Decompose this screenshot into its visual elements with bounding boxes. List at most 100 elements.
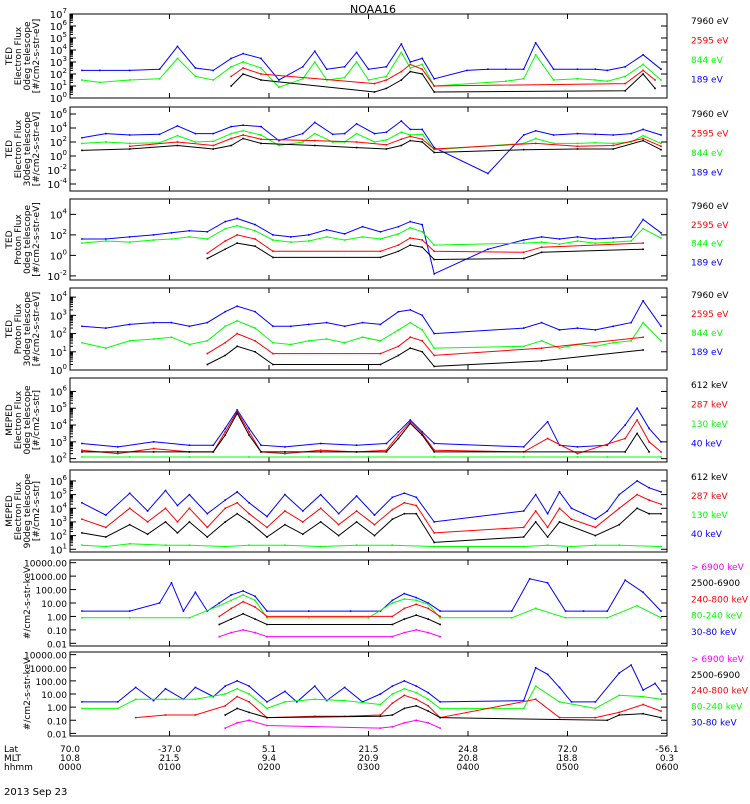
data-point <box>403 722 406 724</box>
data-point <box>188 456 191 458</box>
data-point <box>427 603 429 606</box>
data-point <box>391 635 394 638</box>
data-point <box>236 707 238 710</box>
data-point <box>660 134 662 136</box>
data-point <box>439 727 441 729</box>
data-point <box>522 699 525 702</box>
data-point <box>206 363 209 366</box>
data-point <box>164 698 167 701</box>
data-point <box>397 434 400 436</box>
data-point <box>278 79 280 81</box>
data-point <box>254 310 256 313</box>
data-point <box>624 451 627 453</box>
legend-label: 844 eV <box>691 240 724 250</box>
data-point <box>439 701 441 703</box>
data-point <box>105 327 107 329</box>
data-point <box>522 257 525 260</box>
data-point <box>272 325 274 328</box>
data-point <box>466 69 468 72</box>
y-axis-title: #/cm2-s-str-keV <box>23 566 33 639</box>
data-point <box>522 510 525 512</box>
data-point <box>128 492 131 495</box>
data-point <box>379 340 382 342</box>
legend-label: 2595 eV <box>691 130 729 140</box>
data-point <box>188 507 191 510</box>
data-point <box>552 134 555 136</box>
data-point <box>409 135 412 138</box>
data-point <box>397 354 400 357</box>
data-point <box>379 256 382 259</box>
data-point <box>403 707 406 710</box>
data-point <box>409 139 412 142</box>
data-point <box>164 489 167 492</box>
data-point <box>618 523 621 526</box>
data-point <box>576 148 579 150</box>
data-point <box>594 707 597 710</box>
data-point <box>224 727 227 729</box>
series-line-1 <box>81 480 662 523</box>
data-point <box>355 510 358 512</box>
y-tick-label: 100.00 <box>36 678 68 688</box>
x-tick-label-hhmm: 0100 <box>158 763 181 773</box>
data-point <box>594 329 597 331</box>
y-axis-title-line: 0deg telescope <box>23 21 33 91</box>
data-point <box>302 521 304 523</box>
data-point <box>439 623 441 626</box>
data-point <box>343 699 346 702</box>
data-point <box>379 727 382 729</box>
data-point <box>242 629 244 631</box>
y-axis-title-line: 0deg telescope <box>23 385 33 455</box>
data-point <box>361 225 364 228</box>
data-point <box>660 491 662 493</box>
data-point <box>558 507 561 510</box>
data-point <box>487 68 489 70</box>
data-point <box>224 220 227 223</box>
data-point <box>134 686 137 689</box>
y-axis-title-line: [#/cm2-s-str-eV] <box>32 112 42 187</box>
data-point <box>272 256 274 259</box>
y-tick-label: 100 <box>50 91 67 105</box>
data-point <box>81 69 83 72</box>
data-point <box>116 701 119 703</box>
data-point <box>224 341 227 344</box>
data-point <box>534 607 537 610</box>
data-point <box>236 410 238 413</box>
data-point <box>618 711 621 714</box>
data-point <box>373 91 376 93</box>
data-point <box>540 236 543 238</box>
data-point <box>439 616 441 619</box>
data-point <box>355 61 358 63</box>
x-tick-label-hhmm: 0300 <box>357 763 380 773</box>
data-point <box>81 449 83 452</box>
data-point <box>433 541 435 544</box>
data-point <box>325 228 328 231</box>
data-point <box>302 141 304 143</box>
data-point <box>403 687 406 690</box>
data-point <box>224 545 227 548</box>
data-point <box>522 148 525 151</box>
data-point <box>433 78 435 80</box>
legend-label: 7960 eV <box>691 202 729 212</box>
y-axis-title-line: Electron Flux <box>14 26 24 85</box>
data-point <box>128 610 131 612</box>
y-axis-title-line: TED <box>5 47 15 66</box>
y-tick-label: 104 <box>50 501 68 515</box>
data-point <box>242 137 244 140</box>
data-point <box>308 610 310 612</box>
data-point <box>660 545 662 548</box>
data-point <box>230 599 232 602</box>
data-point <box>594 79 597 81</box>
data-point <box>266 635 268 638</box>
data-point <box>331 141 334 143</box>
data-point <box>218 615 221 618</box>
data-point <box>400 51 403 54</box>
data-point <box>403 694 406 697</box>
legend-label: 844 eV <box>691 149 724 159</box>
data-point <box>212 444 215 446</box>
data-point <box>433 442 435 445</box>
data-point <box>433 258 435 261</box>
data-point <box>594 544 597 546</box>
data-point <box>415 629 418 631</box>
data-point <box>433 451 435 453</box>
data-point <box>134 716 137 719</box>
